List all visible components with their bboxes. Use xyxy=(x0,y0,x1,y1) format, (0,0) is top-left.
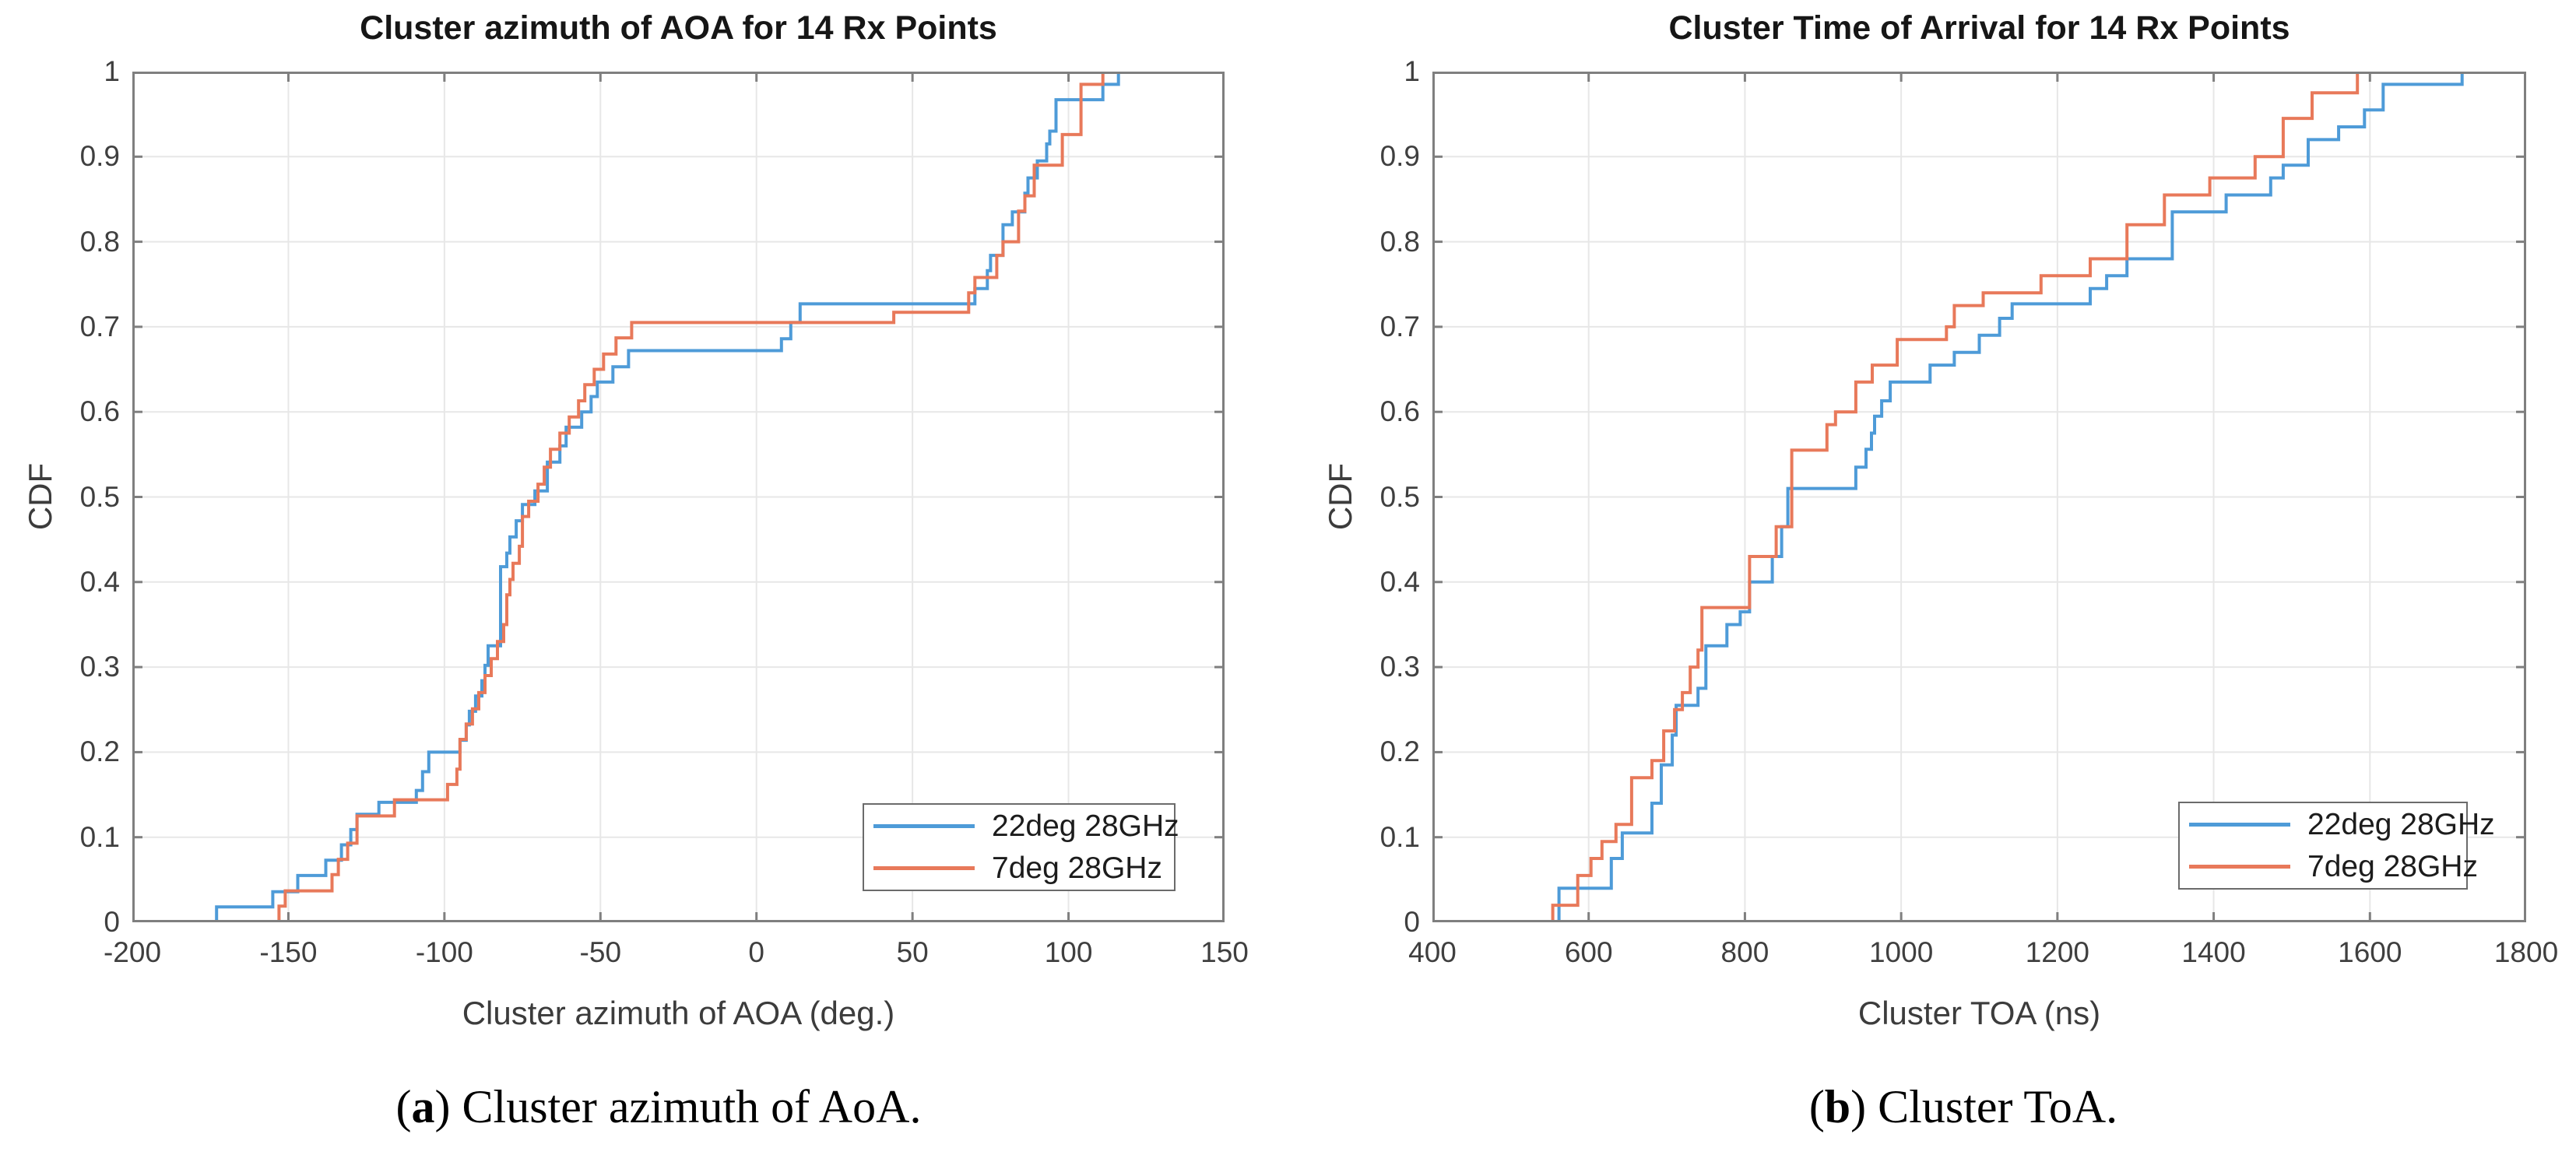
y-tick-label: 0.1 xyxy=(1379,820,1420,853)
x-tick-label: 1600 xyxy=(2338,936,2402,968)
x-axis-label: Cluster azimuth of AOA (deg.) xyxy=(462,995,895,1031)
legend-label: 7deg 28GHz xyxy=(992,851,1162,885)
legend-line-sample xyxy=(2189,865,2290,869)
y-tick-label: 0.8 xyxy=(79,225,120,258)
legend-box: 22deg 28GHz 7deg 28GHz xyxy=(863,803,1179,891)
plot-area xyxy=(1432,72,2526,922)
x-tick-label: 1000 xyxy=(1868,936,1934,968)
cdf-curve xyxy=(215,72,1120,922)
legend-label: 22deg 28GHz xyxy=(2307,807,2495,841)
y-tick-label: 0 xyxy=(1404,906,1420,938)
x-tick-label: 1200 xyxy=(2025,936,2089,968)
caption-marker: b xyxy=(1824,1081,1851,1132)
legend-label: 22deg 28GHz xyxy=(992,809,1179,843)
y-tick-label: 0.7 xyxy=(79,310,120,342)
legend-entry: 22deg 28GHz xyxy=(2180,808,2495,842)
caption-text: Cluster azimuth of AoA. xyxy=(450,1081,922,1132)
y-tick-label: 1 xyxy=(1404,55,1420,87)
x-tick-label: 800 xyxy=(1720,936,1769,968)
y-tick-label: 0.2 xyxy=(1379,735,1420,768)
x-tick-label: 150 xyxy=(1200,936,1249,968)
caption-marker: a xyxy=(411,1081,435,1132)
x-axis-label: Cluster TOA (ns) xyxy=(1857,995,2101,1031)
y-tick-label: 0.4 xyxy=(1379,565,1420,598)
y-tick-label: 0.6 xyxy=(79,395,120,428)
legend-entry: 7deg 28GHz xyxy=(2180,850,2478,884)
legend-box: 22deg 28GHz 7deg 28GHz xyxy=(2178,802,2495,890)
y-tick-label: 0.3 xyxy=(79,651,120,683)
chart-title: Cluster Time of Arrival for 14 Rx Points xyxy=(1668,9,2290,47)
y-tick-label: 0.5 xyxy=(1379,480,1420,513)
legend-line-sample xyxy=(873,866,975,870)
cdf-curve xyxy=(277,72,1105,922)
y-tick-label: 0.4 xyxy=(79,565,120,598)
y-tick-label: 0.2 xyxy=(79,735,120,768)
y-axis-label: CDF xyxy=(1322,462,1358,531)
caption-a: (a) Cluster azimuth of AoA. xyxy=(395,1081,922,1132)
legend-line-sample xyxy=(873,824,975,828)
chart-title: Cluster azimuth of AOA for 14 Rx Points xyxy=(360,9,997,47)
x-tick-label: 600 xyxy=(1564,936,1613,968)
x-tick-label: 100 xyxy=(1044,936,1093,968)
x-tick-label: -150 xyxy=(259,936,318,968)
y-tick-label: 0 xyxy=(104,906,120,938)
x-tick-label: -100 xyxy=(415,936,473,968)
x-tick-label: 1800 xyxy=(2493,936,2559,968)
y-tick-label: 0.8 xyxy=(1379,225,1420,258)
legend-entry: 7deg 28GHz xyxy=(864,851,1174,886)
legend-line-sample xyxy=(2189,823,2290,827)
legend-entry: 22deg 28GHz xyxy=(864,809,1179,844)
y-tick-label: 0.9 xyxy=(1379,140,1420,173)
x-tick-label: 0 xyxy=(748,936,764,968)
x-tick-label: -200 xyxy=(103,936,162,968)
caption-text: Cluster ToA. xyxy=(1866,1081,2118,1132)
cdf-curve xyxy=(1557,72,2464,922)
y-tick-label: 1 xyxy=(104,55,120,87)
x-tick-label: 400 xyxy=(1408,936,1457,968)
x-tick-label: 1400 xyxy=(2181,936,2246,968)
caption-b: (b) Cluster ToA. xyxy=(1808,1081,2118,1132)
y-tick-label: 0.3 xyxy=(1379,651,1420,683)
x-tick-label: 50 xyxy=(896,936,929,968)
plot-area xyxy=(132,72,1225,922)
legend-label: 7deg 28GHz xyxy=(2307,849,2478,883)
cdf-curve xyxy=(1551,72,2360,922)
y-tick-label: 0.7 xyxy=(1379,310,1420,342)
y-tick-label: 0.1 xyxy=(79,820,120,853)
y-tick-label: 0.6 xyxy=(1379,395,1420,428)
x-tick-label: -50 xyxy=(579,936,622,968)
y-tick-label: 0.5 xyxy=(79,480,120,513)
y-tick-label: 0.9 xyxy=(79,140,120,173)
